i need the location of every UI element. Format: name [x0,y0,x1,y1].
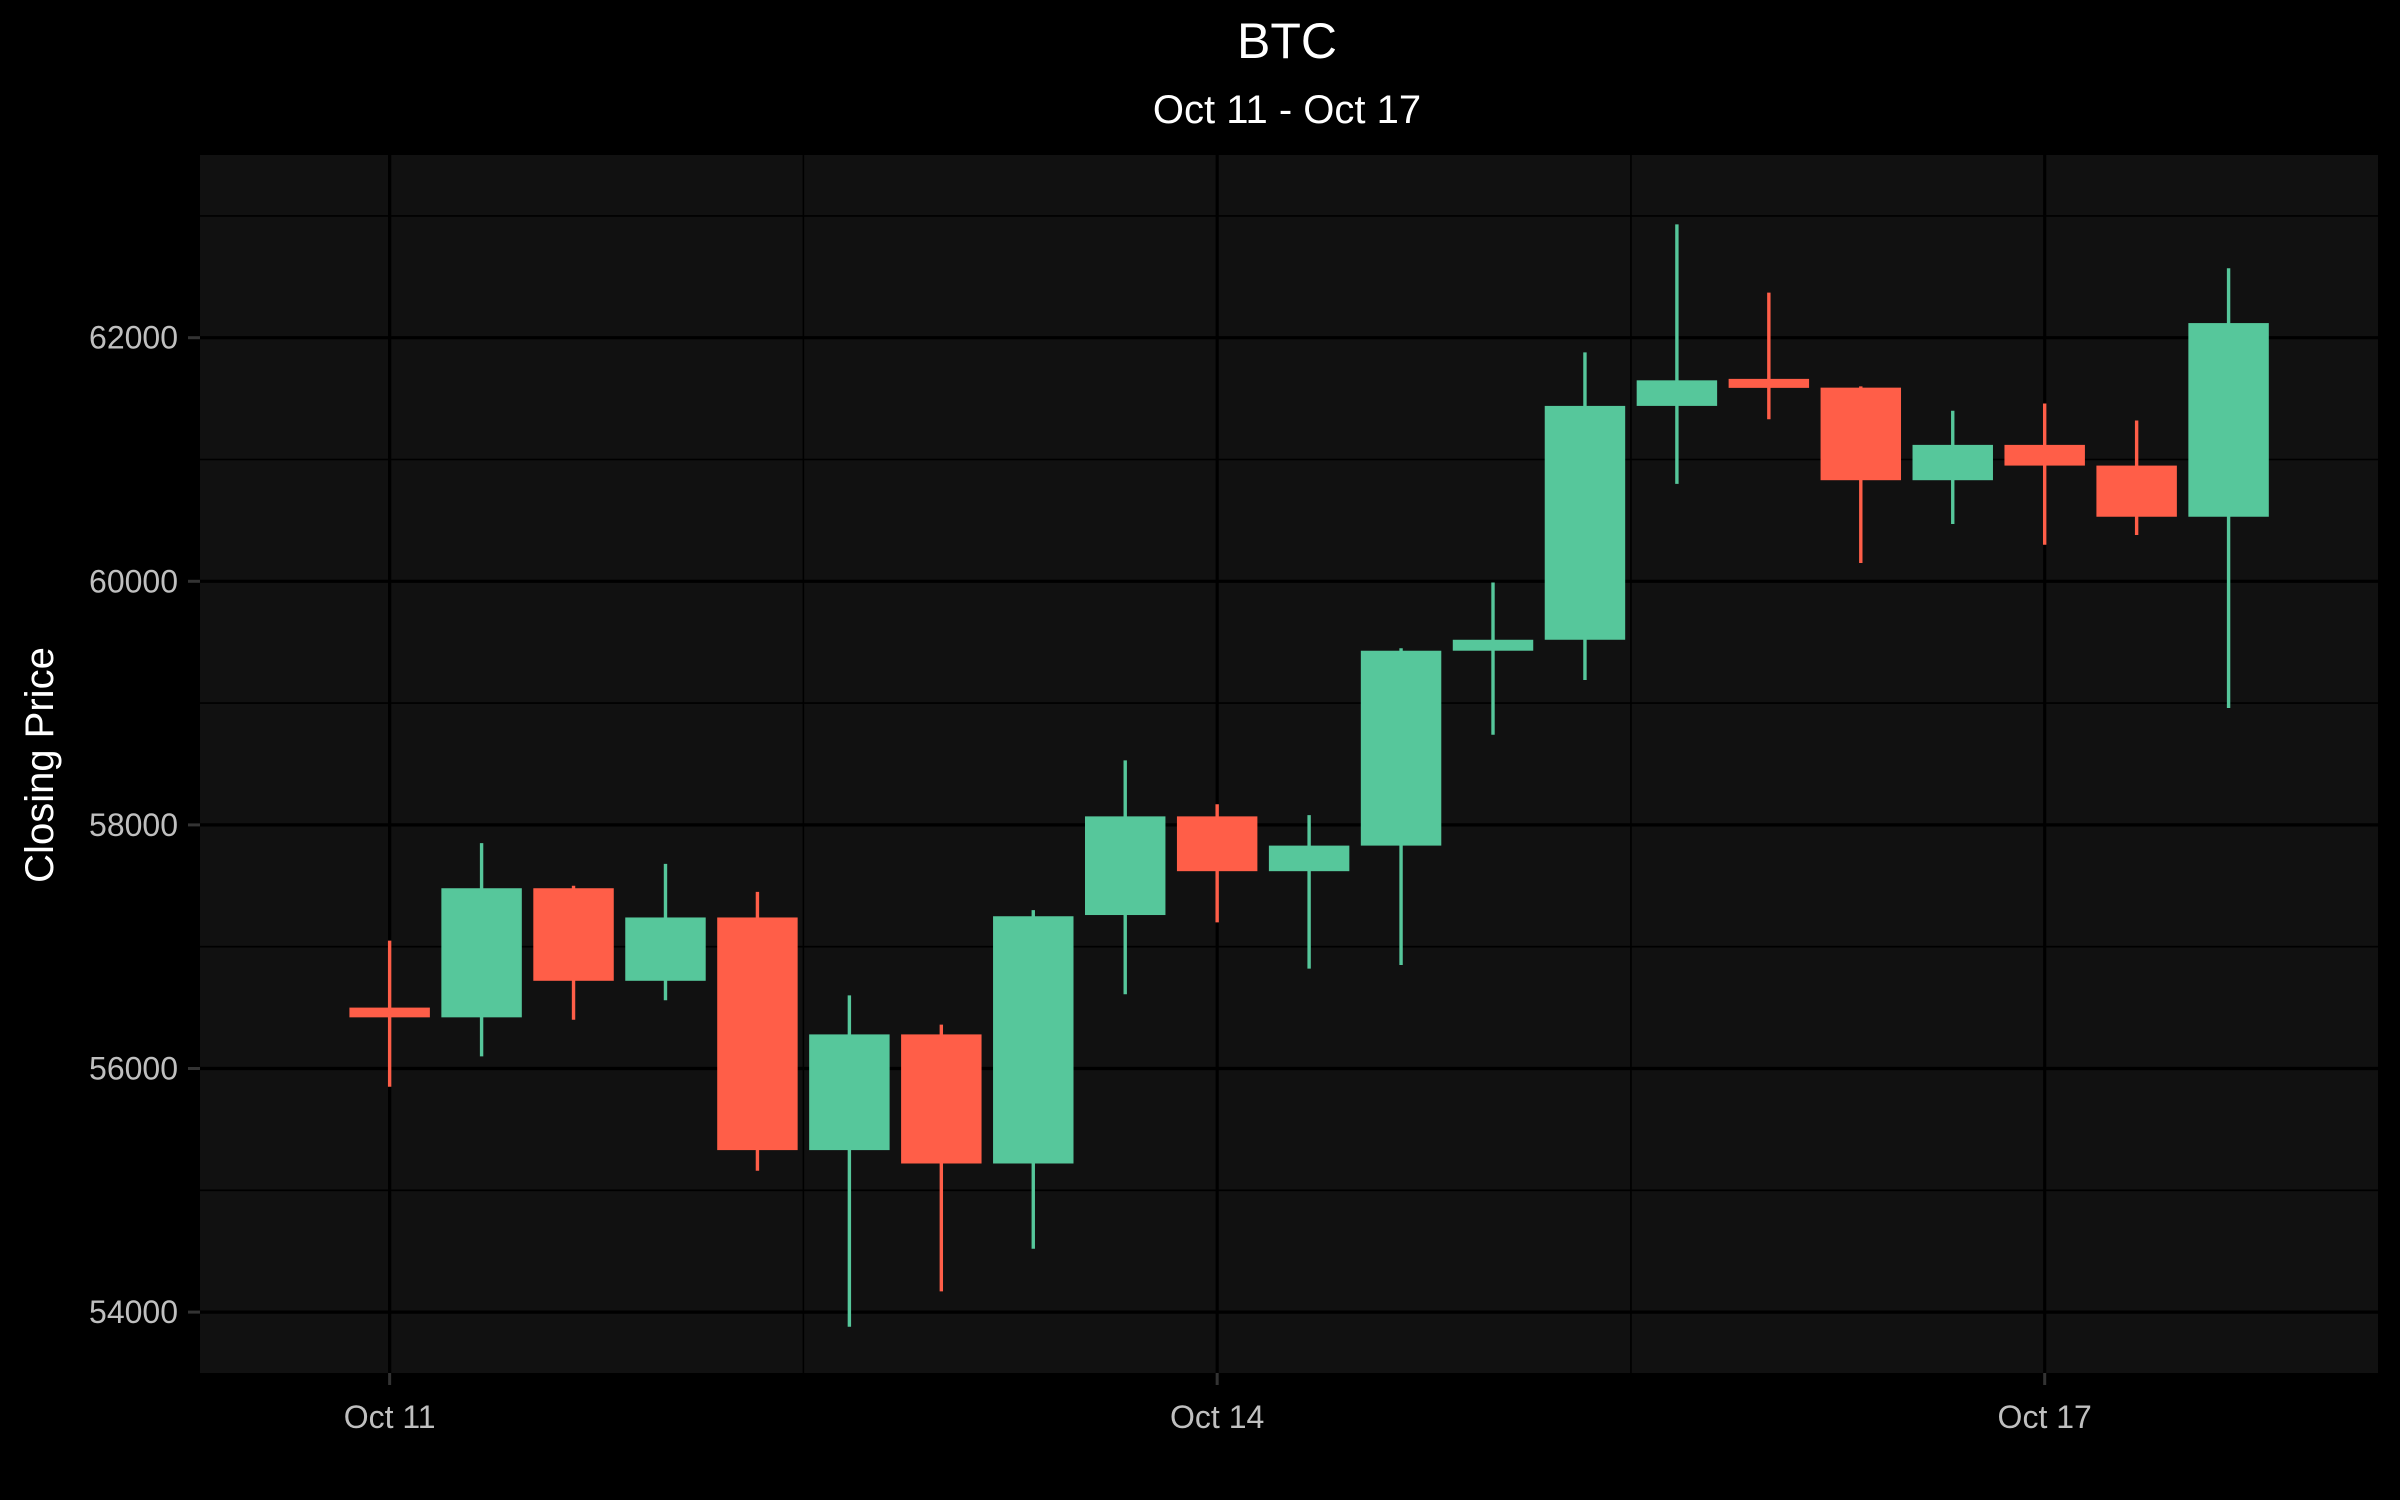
candle [2188,268,2269,708]
candle [1636,224,1718,484]
candle [625,863,706,1001]
plot-panel [200,155,2378,1373]
candle-body-down [901,1034,982,1164]
candle-body-down [533,888,614,981]
y-tick-label: 56000 [89,1051,178,1087]
x-axis: Oct 11 Oct 14 Oct 17 [344,1373,2092,1435]
candle [533,885,614,1020]
x-tick-label: Oct 14 [1170,1399,1264,1435]
candle-body-down [1176,816,1258,872]
candle-body-up [1544,405,1626,640]
candle [901,1024,982,1292]
candle [1544,352,1626,680]
candles [349,224,2269,1327]
x-tick-label: Oct 17 [1998,1399,2092,1435]
candle [1452,582,1534,735]
candle-body-up [1084,816,1166,916]
candle-body-up [1636,380,1718,406]
candle [441,843,522,1057]
candle [1912,410,1993,525]
candle [1728,292,1810,420]
candle-body-up [2188,323,2269,517]
candle [1268,815,1350,969]
candle-body-up [809,1034,890,1151]
candle-body-up [441,888,522,1018]
chart-subtitle: Oct 11 - Oct 17 [1153,88,1421,132]
y-tick-label: 54000 [89,1294,178,1330]
y-axis-label: Closing Price [18,647,62,883]
candle-body-up [1912,444,1993,481]
y-tick-label: 58000 [89,807,178,843]
y-tick-label: 60000 [89,563,178,599]
y-tick-label: 62000 [89,320,178,356]
candle [2004,403,2085,545]
candle [993,910,1074,1249]
candle [717,891,798,1171]
candle-body-up [1452,639,1534,651]
candle-body-down [717,917,798,1151]
candle-body-down [1820,387,1902,481]
candle [1360,648,1442,965]
candle [349,940,430,1087]
candle-body-up [1268,845,1350,872]
candle [1084,760,1166,995]
grid-major [200,155,2378,1373]
y-axis: 54000 56000 58000 60000 62000 [89,320,200,1330]
candle-body-down [2004,444,2085,466]
candle-body-down [2096,465,2177,517]
candle [1820,386,1902,564]
candle [2096,420,2177,536]
candle-body-down [1728,378,1810,388]
candle [1176,804,1258,923]
candle-body-down [349,1007,430,1018]
candle [809,995,890,1327]
chart-title: BTC [1237,13,1337,69]
candle-body-up [1360,650,1442,846]
candle-body-up [625,917,706,981]
candle-body-up [993,916,1074,1164]
x-tick-label: Oct 11 [344,1399,436,1435]
